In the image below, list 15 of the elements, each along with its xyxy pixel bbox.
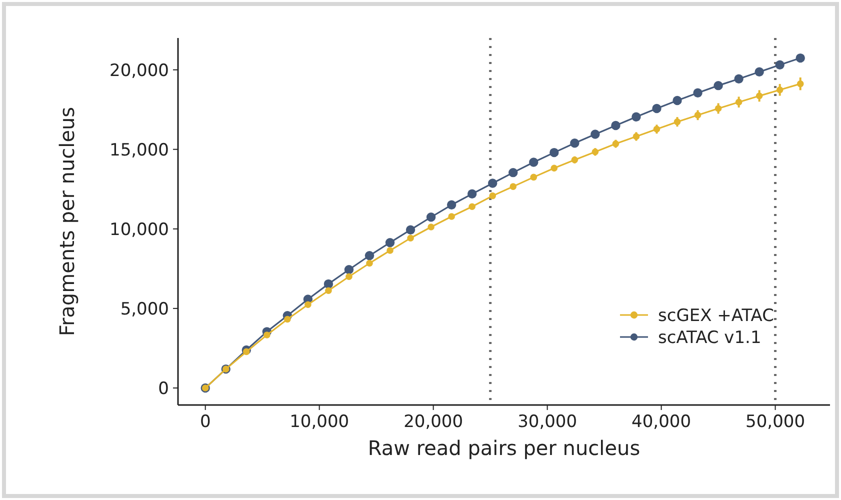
x-tick-label: 40,000	[632, 412, 692, 432]
x-tick-label: 10,000	[290, 412, 350, 432]
x-tick-label: 0	[200, 412, 211, 432]
y-tick-label: 15,000	[110, 140, 169, 160]
y-axis-title: Fragments per nucleus	[55, 106, 79, 336]
y-tick-label: 10,000	[110, 220, 169, 240]
x-tick-label: 30,000	[518, 412, 578, 432]
y-tick-label: 0	[158, 378, 169, 399]
x-axis-title: Raw read pairs per nucleus	[368, 436, 640, 460]
legend-label: scGEX +ATAC	[658, 306, 774, 326]
y-tick-label: 20,000	[110, 60, 169, 81]
legend-label: scATAC v1.1	[658, 328, 762, 348]
y-tick-label: 5,000	[120, 299, 169, 320]
x-tick-label: 20,000	[404, 412, 464, 432]
x-tick-label: 50,000	[746, 412, 806, 432]
